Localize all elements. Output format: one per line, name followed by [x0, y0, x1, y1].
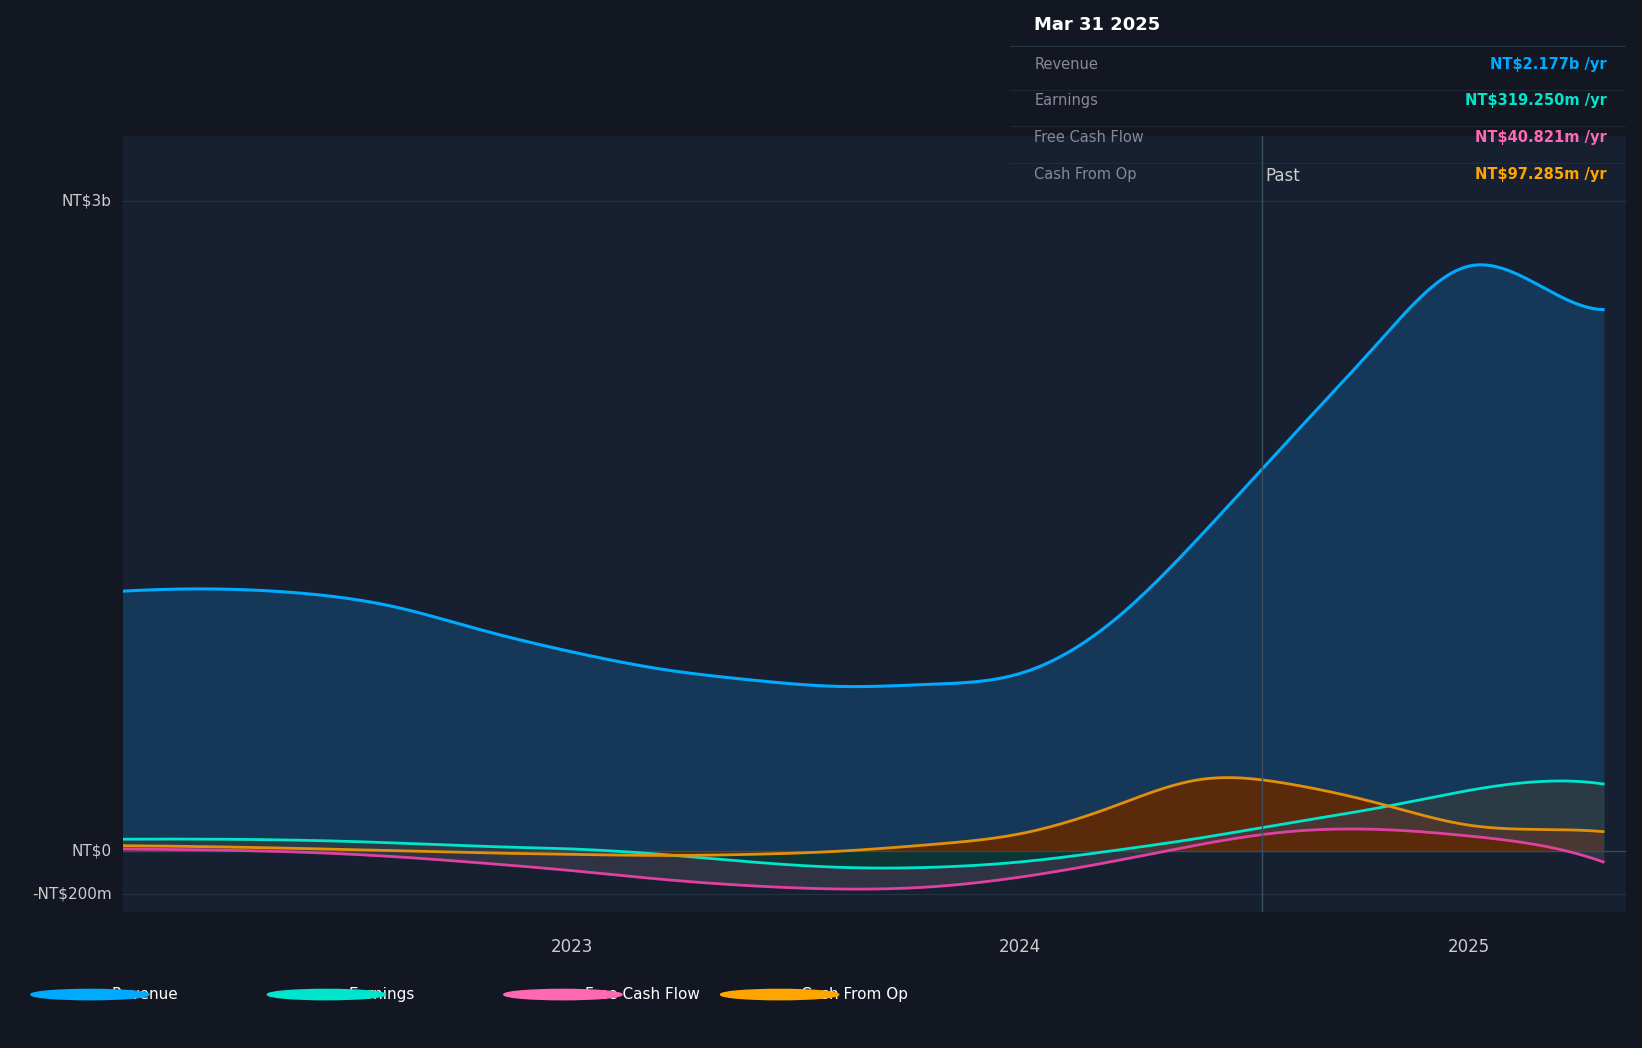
Text: Cash From Op: Cash From Op	[1034, 167, 1136, 181]
Circle shape	[721, 989, 839, 1000]
Text: Past: Past	[1266, 168, 1300, 185]
Text: 2025: 2025	[1448, 938, 1489, 956]
Text: Free Cash Flow: Free Cash Flow	[1034, 130, 1144, 145]
Circle shape	[31, 989, 149, 1000]
Text: Free Cash Flow: Free Cash Flow	[585, 987, 699, 1002]
Text: NT$2.177b /yr: NT$2.177b /yr	[1491, 57, 1608, 71]
Text: Mar 31 2025: Mar 31 2025	[1034, 16, 1161, 35]
Text: Earnings: Earnings	[348, 987, 414, 1002]
Text: Revenue: Revenue	[112, 987, 179, 1002]
Text: NT$40.821m /yr: NT$40.821m /yr	[1476, 130, 1608, 145]
Text: Revenue: Revenue	[1034, 57, 1098, 71]
Text: NT$319.250m /yr: NT$319.250m /yr	[1465, 93, 1608, 108]
Circle shape	[268, 989, 386, 1000]
Text: Cash From Op: Cash From Op	[801, 987, 908, 1002]
Text: NT$3b: NT$3b	[62, 194, 112, 209]
Text: NT$0: NT$0	[72, 844, 112, 858]
Circle shape	[504, 989, 622, 1000]
Text: 2024: 2024	[998, 938, 1041, 956]
Text: Earnings: Earnings	[1034, 93, 1098, 108]
Text: 2023: 2023	[550, 938, 593, 956]
Text: -NT$200m: -NT$200m	[31, 887, 112, 902]
Text: NT$97.285m /yr: NT$97.285m /yr	[1476, 167, 1608, 181]
